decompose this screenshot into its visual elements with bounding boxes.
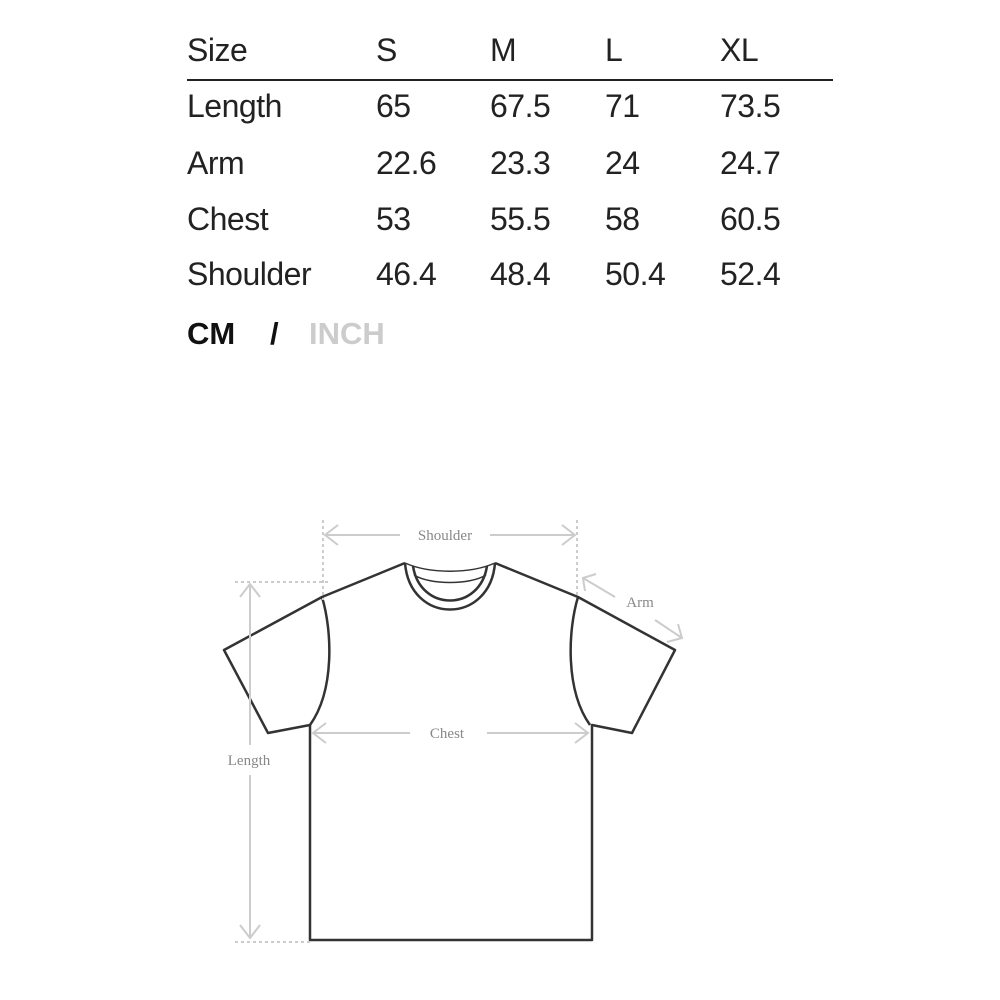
measurement-value: 23.3 xyxy=(490,145,551,181)
measurement-value: 24 xyxy=(605,145,640,181)
measurement-value: 73.5 xyxy=(720,88,781,124)
measurement-value: 50.4 xyxy=(605,256,666,292)
chest-dimension-label: Chest xyxy=(430,726,465,742)
size-column-header: L xyxy=(605,32,623,68)
unit-separator: / xyxy=(270,316,279,351)
unit-inch-toggle[interactable]: INCH xyxy=(309,316,385,351)
shoulder-dimension-label: Shoulder xyxy=(418,528,472,544)
measurement-value: 67.5 xyxy=(490,88,551,124)
size-column-header: M xyxy=(490,32,517,68)
measurement-value: 55.5 xyxy=(490,201,551,237)
measurement-value: 48.4 xyxy=(490,256,551,292)
unit-cm-toggle[interactable]: CM xyxy=(187,316,236,351)
measurement-value: 22.6 xyxy=(376,145,437,181)
measurement-row-label: Length xyxy=(187,88,282,124)
length-dimension-label: Length xyxy=(228,753,271,769)
measurement-row-label: Shoulder xyxy=(187,256,312,292)
size-header-label: Size xyxy=(187,32,248,68)
size-column-header: S xyxy=(376,32,397,68)
arm-dimension-label: Arm xyxy=(626,595,654,611)
measurement-guides xyxy=(235,520,684,943)
size-column-header: XL xyxy=(720,32,759,68)
measurement-value: 60.5 xyxy=(720,201,781,237)
measurement-value: 71 xyxy=(605,88,640,124)
measurement-row-label: Chest xyxy=(187,201,269,237)
measurement-value: 46.4 xyxy=(376,256,437,292)
header-divider xyxy=(187,79,833,81)
measurement-value: 53 xyxy=(376,201,411,237)
tshirt-outline xyxy=(222,561,677,942)
measurement-value: 52.4 xyxy=(720,256,781,292)
measurement-value: 58 xyxy=(605,201,640,237)
measurement-value: 65 xyxy=(376,88,411,124)
measurement-row-label: Arm xyxy=(187,145,245,181)
measurement-value: 24.7 xyxy=(720,145,781,181)
